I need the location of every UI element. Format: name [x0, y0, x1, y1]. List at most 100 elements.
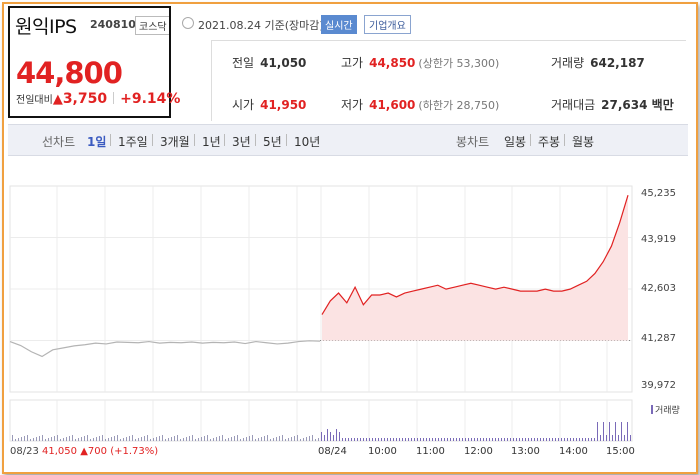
volume-bar	[435, 438, 436, 441]
volume-bar	[162, 435, 163, 441]
volume-bar	[45, 439, 46, 441]
company-overview-button[interactable]: 기업개요	[364, 15, 411, 34]
volume-bar	[378, 438, 379, 441]
tab-1year[interactable]: 1년	[202, 135, 221, 149]
volume-bar	[150, 439, 151, 441]
volume-bar	[288, 438, 289, 441]
realtime-button[interactable]: 실시간	[321, 15, 357, 34]
period-tabs: 선차트 1일 1주일 3개월 1년 3년 5년 10년 봉차트 일봉 주봉 월봉	[8, 124, 688, 156]
volume-bar	[345, 438, 346, 441]
volume-bar	[336, 429, 337, 441]
volume-bar	[360, 438, 361, 441]
tab-5year[interactable]: 5년	[263, 135, 282, 149]
volume-bar	[306, 437, 307, 441]
up-arrow-icon: ▲	[52, 92, 63, 107]
volume-bar	[540, 438, 541, 441]
volume-bar	[120, 439, 121, 441]
tab-10year[interactable]: 10년	[294, 135, 321, 149]
volume-bar	[576, 438, 577, 441]
x-tick: 13:00	[511, 446, 540, 457]
volume-bar	[480, 438, 481, 441]
volume-bar	[264, 436, 265, 441]
volume-bar	[390, 438, 391, 441]
volume-bar	[54, 436, 55, 441]
volume-bar	[156, 437, 157, 441]
tab-3year[interactable]: 3년	[232, 135, 251, 149]
volume: 거래량 642,187	[551, 56, 645, 70]
volume-bar	[528, 438, 529, 441]
volume-bar	[414, 438, 415, 441]
volume-bar	[387, 438, 388, 441]
tab-3month[interactable]: 3개월	[160, 135, 190, 149]
volume-bar	[294, 436, 295, 441]
volume-bar	[381, 438, 382, 441]
volume-bar	[372, 438, 373, 441]
volume-bar	[132, 435, 133, 441]
volume-bar	[339, 432, 340, 441]
volume-bar	[573, 438, 574, 441]
base-date: 2021.08.24 기준(장마감)	[198, 19, 324, 32]
volume-bar	[300, 439, 301, 441]
tab-daily[interactable]: 일봉	[504, 135, 527, 149]
stock-name[interactable]: 원익IPS	[15, 16, 77, 38]
volume-bar	[186, 437, 187, 441]
tab-1day[interactable]: 1일	[87, 135, 107, 149]
volume-bar	[117, 435, 118, 441]
volume-bar	[486, 438, 487, 441]
volume-bar	[405, 438, 406, 441]
volume-bar	[21, 437, 22, 441]
volume-bar	[81, 437, 82, 441]
volume-bar	[582, 438, 583, 441]
volume-bar	[348, 438, 349, 441]
volume-bar	[627, 422, 628, 441]
volume-bar	[234, 436, 235, 441]
x-tick: 10:00	[368, 446, 397, 457]
volume-bar	[267, 435, 268, 441]
volume-bar	[87, 435, 88, 441]
volume-bar	[312, 435, 313, 441]
volume-bar	[384, 438, 385, 441]
tab-weekly[interactable]: 주봉	[538, 135, 561, 149]
volume-bar	[57, 435, 58, 441]
volume-bar	[477, 438, 478, 441]
volume-bar	[243, 438, 244, 441]
volume-bar	[282, 435, 283, 441]
volume-bar	[48, 438, 49, 441]
volume-bar	[615, 422, 616, 441]
volume-bar	[558, 438, 559, 441]
volume-bar	[12, 435, 13, 441]
volume-bar	[624, 435, 625, 441]
volume-bar	[564, 438, 565, 441]
volume-bar	[507, 438, 508, 441]
x-tick: 15:00	[606, 446, 635, 457]
volume-bar	[474, 438, 475, 441]
volume-bar	[351, 438, 352, 441]
volume-bar	[183, 438, 184, 441]
price-change: 전일대비▲3,750 +9.14%	[16, 91, 180, 107]
y-tick: 45,235	[641, 188, 676, 199]
volume-bar	[153, 438, 154, 441]
y-tick: 42,603	[641, 283, 676, 294]
volume-bar	[594, 438, 595, 441]
tab-1week[interactable]: 1주일	[118, 135, 148, 149]
volume-bar	[363, 438, 364, 441]
volume-bar	[213, 438, 214, 441]
volume-bar	[549, 438, 550, 441]
volume-bar	[147, 435, 148, 441]
x-tick: 11:00	[416, 446, 445, 457]
volume-bar	[177, 435, 178, 441]
volume-bar	[192, 435, 193, 441]
volume-bar	[630, 435, 631, 441]
volume-bar	[588, 438, 589, 441]
y-tick: 41,287	[641, 333, 676, 344]
volume-bar	[462, 438, 463, 441]
volume-bar	[534, 438, 535, 441]
volume-bar	[546, 438, 547, 441]
volume-bar	[291, 437, 292, 441]
tab-monthly[interactable]: 월봉	[572, 135, 595, 149]
prev-day-summary: 08/23 41,050 ▲700 (+1.73%)	[10, 446, 159, 457]
volume-bar	[399, 438, 400, 441]
volume-bar	[510, 438, 511, 441]
volume-bar	[327, 429, 328, 441]
